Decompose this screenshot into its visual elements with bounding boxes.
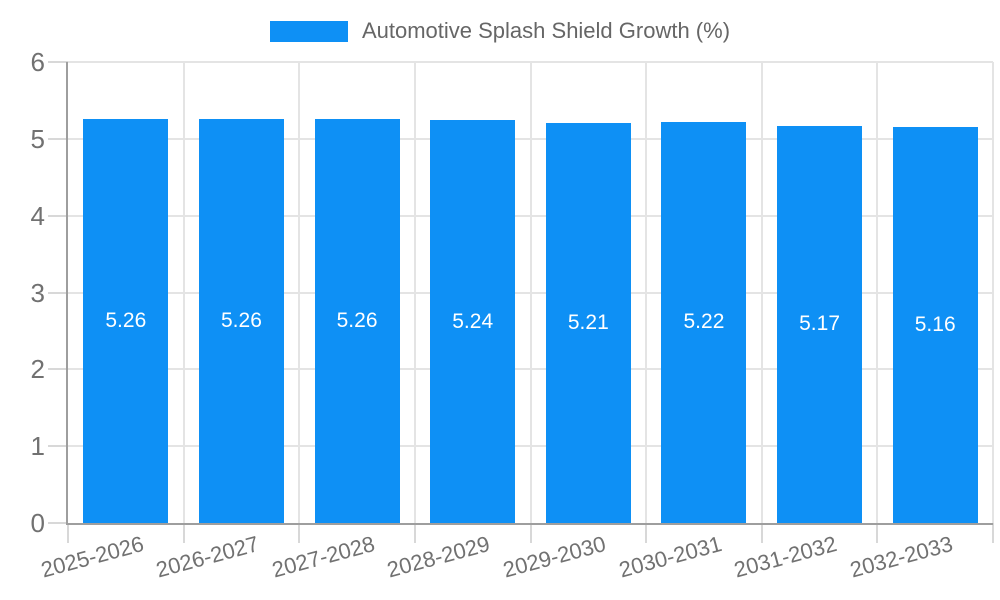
v-gridline: [182, 62, 185, 523]
v-gridline: [413, 62, 416, 523]
bar-value-label: 5.21: [567, 310, 609, 334]
x-axis-line: [66, 523, 993, 525]
y-axis-tick-label: 2: [30, 354, 45, 385]
x-axis-tick: [67, 523, 69, 543]
bar[interactable]: 5.17: [777, 125, 863, 523]
x-axis-tick: [992, 523, 994, 543]
y-axis-tick: [48, 214, 68, 217]
x-axis-category-label: 2026-2027: [153, 531, 262, 583]
x-axis-tick: [298, 523, 301, 543]
bar[interactable]: 5.26: [198, 118, 284, 523]
y-axis-tick-label: 5: [30, 123, 45, 154]
x-axis-category-label: 2031-2032: [731, 531, 840, 583]
legend-label: Automotive Splash Shield Growth (%): [361, 18, 731, 43]
y-axis-tick: [48, 368, 68, 371]
bar[interactable]: 5.24: [430, 120, 516, 523]
y-axis-tick-label: 1: [30, 431, 45, 462]
x-axis-category-label: 2029-2030: [500, 531, 609, 583]
bar[interactable]: 5.22: [661, 121, 747, 523]
x-axis-category-label: 2027-2028: [269, 531, 378, 583]
x-axis-tick: [760, 523, 763, 543]
y-axis-tick: [48, 522, 68, 524]
legend: Automotive Splash Shield Growth (%): [0, 18, 1000, 44]
y-axis-tick-label: 4: [30, 200, 45, 231]
v-gridline: [876, 62, 879, 523]
x-axis-tick: [529, 523, 532, 543]
bar[interactable]: 5.21: [545, 122, 631, 523]
x-axis-category-label: 2030-2031: [616, 531, 725, 583]
x-axis-category-label: 2032-2033: [847, 531, 956, 583]
x-axis-tick: [182, 523, 185, 543]
v-gridline: [760, 62, 763, 523]
y-axis-tick-label: 6: [30, 47, 45, 77]
bar[interactable]: 5.26: [314, 118, 400, 523]
x-axis-tick: [876, 523, 879, 543]
x-axis-category-label: 2025-2026: [37, 531, 147, 583]
bar-value-label: 5.26: [221, 308, 262, 332]
y-axis-tick: [48, 137, 68, 140]
x-axis-category-label: 2028-2029: [384, 531, 493, 583]
bar[interactable]: 5.26: [83, 118, 169, 523]
legend-swatch: [269, 20, 348, 42]
v-gridline: [298, 62, 301, 523]
bar-value-label: 5.26: [336, 308, 378, 332]
bar[interactable]: 5.16: [892, 126, 978, 523]
x-axis-tick: [645, 523, 648, 543]
y-axis-line: [66, 62, 68, 523]
bar-value-label: 5.22: [683, 310, 725, 334]
x-axis-tick: [413, 523, 416, 543]
bar-value-label: 5.24: [452, 309, 494, 333]
plot-area: 5.26 5.26 5.26 5.24 5.21 5.22 5.17 5.16: [66, 61, 994, 525]
bar-value-label: 5.16: [914, 312, 956, 336]
v-gridline: [645, 62, 648, 523]
y-axis-tick: [48, 291, 68, 294]
y-axis-tick: [48, 445, 68, 448]
v-gridline: [529, 62, 532, 523]
y-axis-tick-label: 3: [30, 277, 45, 308]
v-gridline: [992, 62, 994, 523]
y-axis-tick-label: 0: [30, 508, 45, 538]
bar-value-label: 5.17: [799, 312, 840, 336]
bar-value-label: 5.26: [105, 308, 147, 332]
y-axis-tick: [48, 61, 68, 63]
